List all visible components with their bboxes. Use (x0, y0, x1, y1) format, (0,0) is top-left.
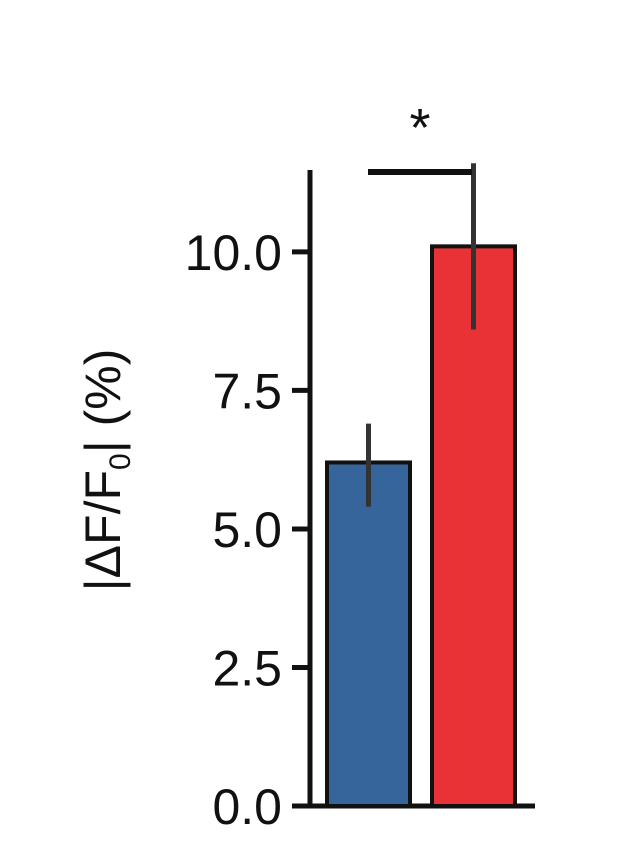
y-tick-label: 10.0 (185, 225, 282, 281)
bar-2 (430, 244, 517, 808)
y-tick-label: 0.0 (212, 779, 282, 835)
y-axis: 0.0 2.5 5.0 7.5 10.0 (185, 170, 313, 835)
y-axis-label-suffix: | (%) (75, 349, 131, 454)
y-tick-label: 7.5 (212, 363, 282, 419)
y-axis-label-subscript: 0 (104, 453, 137, 470)
y-tick-label: 5.0 (212, 502, 282, 558)
significance-marker: * (368, 98, 472, 175)
y-axis-label-main: |ΔF/F (75, 470, 131, 591)
y-axis-label: |ΔF/F0| (%) (75, 349, 137, 592)
y-tick-label: 2.5 (212, 640, 282, 696)
significance-asterisk: * (409, 98, 430, 158)
bars (325, 244, 517, 808)
bar-1 (325, 460, 412, 808)
error-bars (366, 163, 476, 507)
y-ticks: 0.0 2.5 5.0 7.5 10.0 (185, 225, 310, 835)
